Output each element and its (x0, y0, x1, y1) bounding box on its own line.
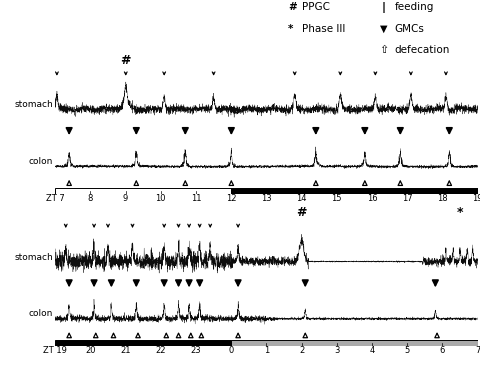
Text: #: # (120, 54, 131, 67)
Text: 12: 12 (226, 194, 237, 203)
Text: 5: 5 (405, 346, 410, 355)
Text: 16: 16 (367, 194, 377, 203)
Text: #: # (296, 206, 307, 219)
Text: *: * (288, 24, 293, 34)
Text: 19: 19 (472, 194, 480, 203)
Text: 2: 2 (299, 346, 304, 355)
Text: 23: 23 (191, 346, 201, 355)
Text: GMCs: GMCs (395, 24, 424, 34)
Text: ⇧: ⇧ (379, 45, 389, 56)
Bar (55, 188, 231, 194)
Text: 9: 9 (123, 194, 128, 203)
Text: ZT 19: ZT 19 (43, 346, 67, 355)
Text: 20: 20 (85, 346, 96, 355)
Text: 0: 0 (228, 346, 234, 355)
Text: 11: 11 (191, 194, 201, 203)
Text: 6: 6 (440, 346, 445, 355)
Text: 1: 1 (264, 346, 269, 355)
Text: Phase III: Phase III (302, 24, 346, 34)
Text: 21: 21 (120, 346, 131, 355)
Text: stomach: stomach (14, 100, 53, 109)
Text: stomach: stomach (14, 253, 53, 262)
Text: 13: 13 (261, 194, 272, 203)
Text: #: # (288, 2, 297, 12)
Text: PPGC: PPGC (302, 2, 330, 12)
Text: feeding: feeding (395, 2, 434, 12)
Text: defecation: defecation (395, 45, 450, 56)
Text: 22: 22 (156, 346, 166, 355)
Bar (231, 188, 478, 194)
Text: |: | (382, 2, 386, 13)
Bar (55, 340, 231, 346)
Text: *: * (456, 206, 463, 219)
Text: 3: 3 (334, 346, 339, 355)
Bar (231, 340, 478, 346)
Text: colon: colon (29, 309, 53, 318)
Text: 18: 18 (437, 194, 448, 203)
Text: 7: 7 (475, 346, 480, 355)
Text: 15: 15 (332, 194, 342, 203)
Text: 17: 17 (402, 194, 412, 203)
Text: colon: colon (29, 157, 53, 166)
Text: ZT 7: ZT 7 (46, 194, 65, 203)
Text: 8: 8 (88, 194, 93, 203)
Text: 14: 14 (296, 194, 307, 203)
Text: ▼: ▼ (380, 24, 388, 34)
Text: 4: 4 (370, 346, 374, 355)
Text: 10: 10 (156, 194, 166, 203)
